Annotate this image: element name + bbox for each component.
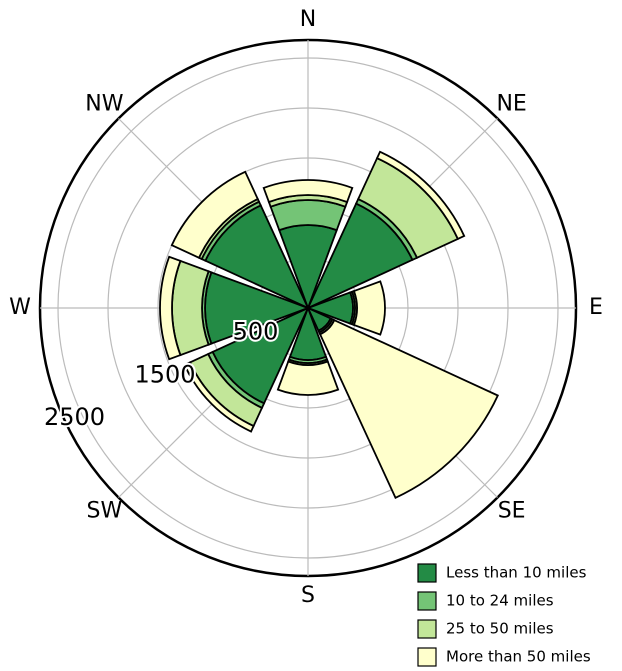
bar-segment xyxy=(318,318,499,499)
direction-label: N xyxy=(300,7,316,32)
direction-label: W xyxy=(9,295,31,320)
bar-segment xyxy=(269,199,347,232)
legend-swatch xyxy=(417,591,437,611)
legend-label: More than 50 miles xyxy=(446,648,591,666)
direction-label: E xyxy=(589,295,603,320)
radial-tick-label: 500 xyxy=(233,318,279,346)
direction-label: NW xyxy=(85,91,123,116)
bar-segment xyxy=(170,170,259,259)
legend-label: Less than 10 miles xyxy=(446,564,587,582)
radial-tick-label: 2500 xyxy=(44,403,105,431)
legend-label: 25 to 50 miles xyxy=(446,620,554,638)
legend-label: 10 to 24 miles xyxy=(446,592,554,610)
legend-swatch xyxy=(417,563,437,583)
radial-tick-label: 1500 xyxy=(134,360,195,388)
legend-swatch xyxy=(417,619,437,639)
direction-label: NE xyxy=(496,91,526,116)
bar-segment xyxy=(183,361,255,433)
bar-segment xyxy=(352,280,386,336)
direction-label: S xyxy=(301,583,315,608)
bar-segment xyxy=(276,360,340,396)
legend-swatch xyxy=(417,647,437,667)
direction-label: SE xyxy=(498,499,526,524)
bar-segment xyxy=(159,255,182,361)
direction-label: SW xyxy=(86,499,122,524)
bar-segment xyxy=(375,150,466,241)
bar-segment xyxy=(262,179,354,204)
